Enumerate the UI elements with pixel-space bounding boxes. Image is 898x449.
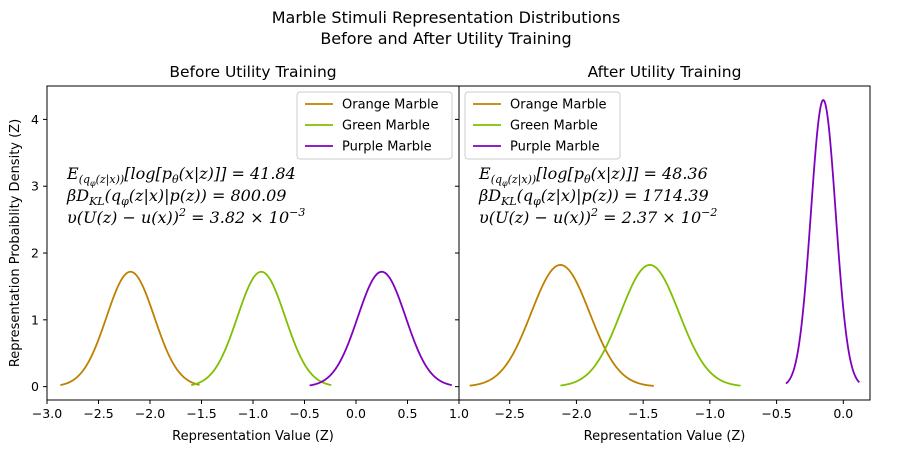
series-line-green-marble xyxy=(191,270,332,386)
legend: Orange Marble Green Marble Purple Marble xyxy=(296,91,453,160)
x-tick-label: −1.0 xyxy=(238,406,268,421)
x-tick-label: 0.0 xyxy=(833,406,853,421)
legend-label: Purple Marble xyxy=(510,140,600,155)
legend-box xyxy=(296,91,453,160)
y-tick-label: 3 xyxy=(31,179,39,194)
y-tick-label: 4 xyxy=(31,112,39,127)
x-tick-label: −2.5 xyxy=(495,406,525,421)
panel-title: Before Utility Training xyxy=(169,63,336,81)
y-tick-label: 2 xyxy=(31,246,39,261)
annotation-line: υ(U(z) − u(x))2 = 3.82 × 10−3 xyxy=(67,206,305,227)
legend-label: Green Marble xyxy=(510,119,598,134)
annotation-text: E(qφ(z|x))[log[pθ(x|z)]] = 41.84βDKL(qφ(… xyxy=(66,164,305,227)
annotation-line: βDKL(qφ(z|x)|p(z)) = 800.09 xyxy=(66,186,286,208)
panel-after: After Utility Training −2.5 −2.0 −1.5 −1.0 −0… xyxy=(455,63,871,444)
legend-label: Green Marble xyxy=(342,119,430,134)
x-tick-label: −0.5 xyxy=(761,406,791,421)
series-line-purple-marble xyxy=(309,270,452,387)
legend-label: Orange Marble xyxy=(510,98,607,113)
x-tick-label: 1.0 xyxy=(449,406,469,421)
annotation-line: E(qφ(z|x))[log[pθ(x|z)]] = 41.84 xyxy=(66,164,296,188)
x-tick-label: −2.0 xyxy=(135,406,165,421)
x-tick-label: 0.0 xyxy=(346,406,366,421)
figure-title-line2: Before and After Utility Training xyxy=(320,29,571,48)
x-tick-label: −1.5 xyxy=(186,406,216,421)
x-axis-label: Representation Value (Z) xyxy=(584,429,746,444)
series-lines xyxy=(469,99,860,387)
x-tick-label: −1.0 xyxy=(695,406,725,421)
x-tick-label: 0.5 xyxy=(398,406,418,421)
annotation-line: βDKL(qφ(z|x)|p(z)) = 1714.39 xyxy=(478,186,709,208)
series-line-orange-marble xyxy=(469,264,654,387)
x-tick-label: −1.5 xyxy=(628,406,658,421)
plot-frame xyxy=(458,85,871,401)
annotation-line: υ(U(z) − u(x))2 = 2.37 × 10−2 xyxy=(479,206,717,227)
panel-before: Before Utility Training −3.0 −2.5 −2.0 −1.5 −… xyxy=(31,63,469,444)
y-axis-label: Representation Probaiblity Density (Z) xyxy=(8,119,23,367)
annotation-text: E(qφ(z|x))[log[pθ(x|z)]] = 48.36βDKL(qφ(… xyxy=(478,164,717,227)
x-tick-label: −2.0 xyxy=(561,406,591,421)
legend: Orange Marble Green Marble Purple Marble xyxy=(464,91,621,160)
series-line-green-marble xyxy=(560,264,741,387)
series-line-purple-marble xyxy=(785,99,860,385)
y-tick-label: 1 xyxy=(31,312,39,327)
x-axis-label: Representation Value (Z) xyxy=(172,429,334,444)
annotation-line: E(qφ(z|x))[log[pθ(x|z)]] = 48.36 xyxy=(478,164,708,188)
y-tick-label: 0 xyxy=(31,379,39,394)
x-tick-label: −0.5 xyxy=(289,406,319,421)
figure-title-line1: Marble Stimuli Representation Distributi… xyxy=(272,8,621,27)
legend-box xyxy=(464,91,621,160)
legend-label: Purple Marble xyxy=(342,140,432,155)
series-lines xyxy=(60,270,452,387)
x-tick-label: −3.0 xyxy=(32,406,62,421)
legend-label: Orange Marble xyxy=(342,98,439,113)
x-tick-label: −2.5 xyxy=(83,406,113,421)
panel-title: After Utility Training xyxy=(588,63,742,81)
series-line-orange-marble xyxy=(60,270,200,386)
